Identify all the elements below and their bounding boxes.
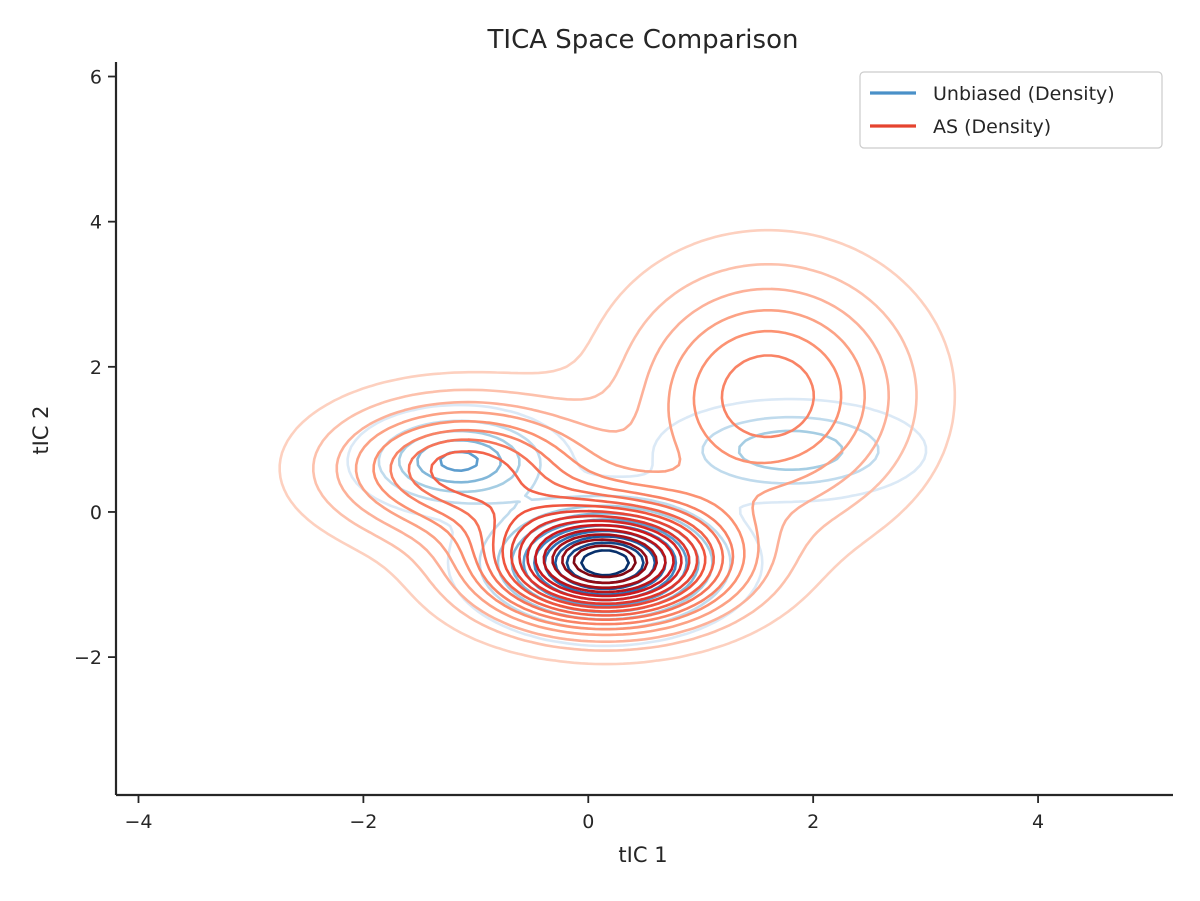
y-axis-label: tIC 2 (29, 405, 53, 454)
chart-title: TICA Space Comparison (487, 25, 799, 55)
contour-level (407, 438, 725, 621)
legend-frame (859, 71, 1163, 149)
contour-level (278, 228, 957, 666)
x-axis-label: tIC 1 (618, 843, 667, 867)
contour-level (312, 263, 918, 652)
contour-level (429, 450, 715, 617)
contour-level (526, 519, 683, 602)
y-tick-label: 6 (90, 67, 102, 89)
contour-level (510, 509, 699, 609)
contour-level (335, 287, 890, 643)
contour-level (534, 523, 675, 598)
y-tick-label: −2 (74, 647, 102, 669)
contour-level (372, 329, 843, 631)
contour-level (389, 354, 816, 626)
x-tick-label: 4 (1032, 811, 1044, 833)
y-tick-label: 4 (90, 212, 102, 234)
y-tick-label: 2 (90, 357, 102, 379)
axes: −4 −2 0 2 4 −2 0 2 4 6 (74, 62, 1173, 833)
contour-level (580, 549, 630, 577)
contour-level (501, 504, 707, 613)
legend-label: Unbiased (Density) (933, 83, 1115, 105)
y-tick-label: 0 (90, 502, 102, 524)
x-tick-label: −2 (349, 811, 377, 833)
legend: Unbiased (Density) AS (Density) (859, 71, 1163, 149)
x-tick-label: 2 (807, 811, 819, 833)
contour-level (551, 533, 658, 589)
contour-series-as (278, 228, 957, 666)
contour-plot (278, 228, 957, 666)
contour-level (518, 514, 691, 605)
contour-level (354, 309, 866, 637)
x-tick-label: −4 (124, 811, 152, 833)
legend-label: AS (Density) (933, 116, 1051, 138)
contour-level (561, 538, 649, 585)
contour-level (572, 544, 637, 579)
contour-level (542, 528, 667, 594)
x-tick-label: 0 (582, 811, 594, 833)
